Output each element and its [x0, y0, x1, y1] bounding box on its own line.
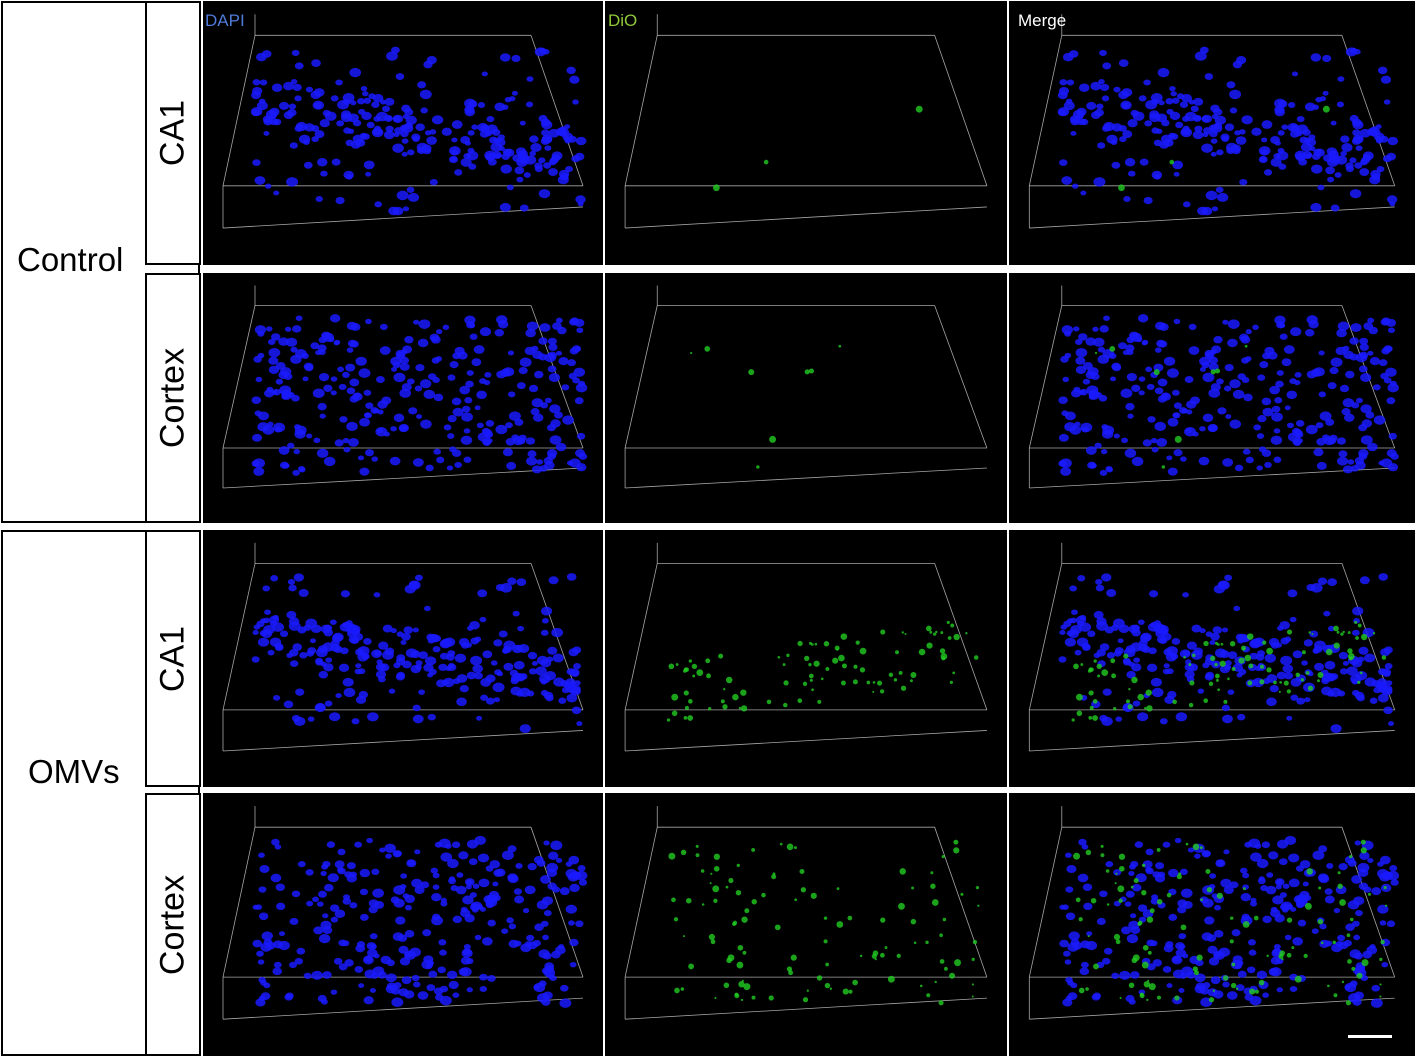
omvs-cortex-label: Cortex	[153, 874, 192, 975]
channel-label-dapi: DAPI	[205, 11, 245, 30]
panel-control-cortex-merge	[1009, 273, 1415, 523]
panel-control-cortex-dio	[605, 273, 1007, 523]
panel-control-cortex-dapi	[203, 273, 603, 523]
panel-omvs-cortex-dio	[605, 793, 1007, 1056]
control-cortex-region-box: Cortex	[145, 273, 201, 523]
omvs-ca1-region-box: CA1	[145, 530, 201, 787]
panel-omvs-ca1-merge	[1009, 530, 1415, 787]
panel-omvs-ca1-dio	[605, 530, 1007, 787]
panel-control-ca1-merge	[1009, 1, 1415, 265]
control-ca1-region-box: CA1	[145, 1, 201, 265]
omvs-ca1-label: CA1	[153, 625, 192, 692]
control-group-label: Control	[17, 241, 124, 278]
omvs-cortex-region-box: Cortex	[145, 793, 201, 1056]
omvs-group-label: OMVs	[28, 753, 120, 790]
channel-label-merge: Merge	[1018, 11, 1067, 30]
scale-bar	[1348, 1035, 1392, 1038]
panel-omvs-cortex-merge	[1009, 793, 1415, 1056]
channel-label-dio: DiO	[608, 11, 638, 30]
control-ca1-label: CA1	[153, 99, 192, 167]
panel-omvs-ca1-dapi	[203, 530, 603, 787]
control-cortex-label: Cortex	[153, 347, 192, 449]
panel-control-ca1-dapi	[203, 1, 603, 265]
panel-control-ca1-dio	[605, 1, 1007, 265]
panel-omvs-cortex-dapi	[203, 793, 603, 1056]
